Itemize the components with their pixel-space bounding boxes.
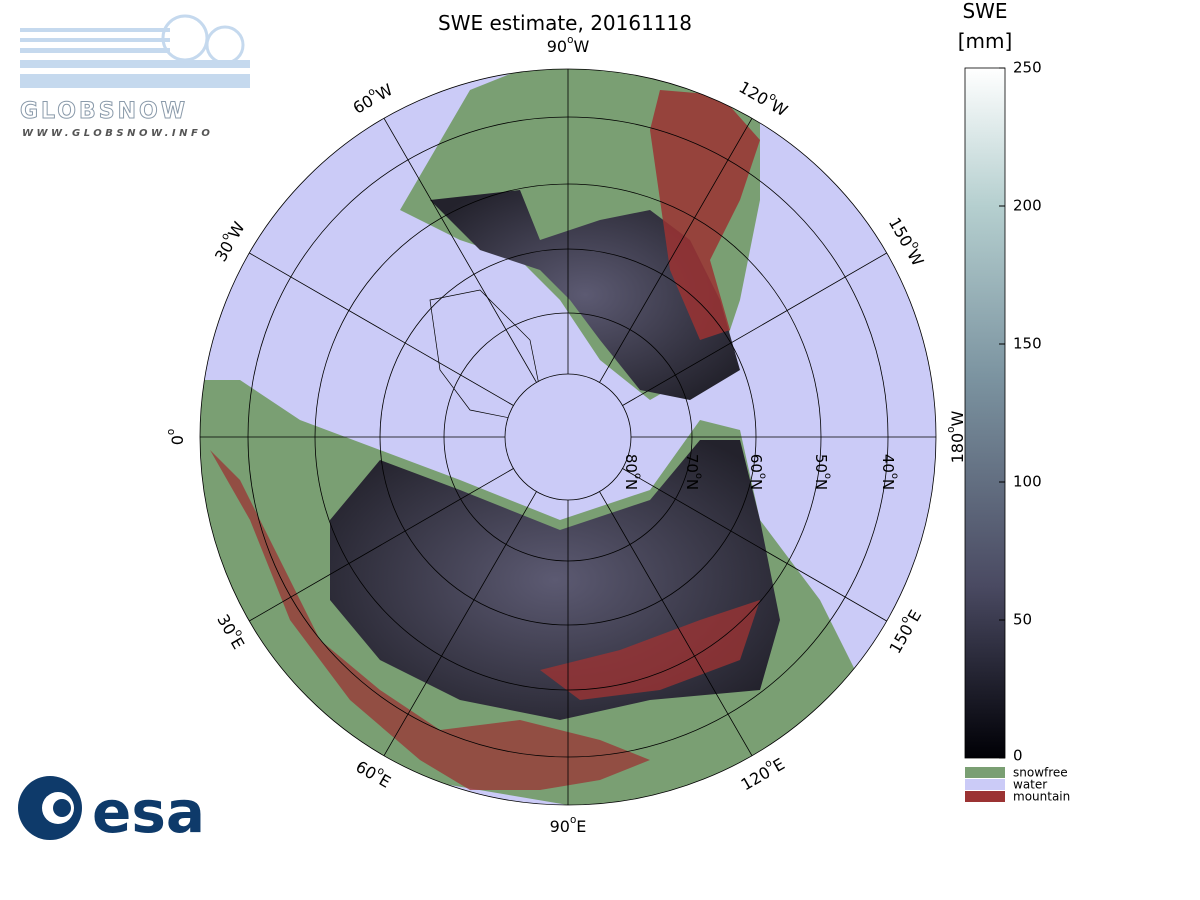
degree-mark: o: [889, 473, 900, 479]
graticule-label: 150oW: [885, 213, 930, 270]
degree-mark: o: [757, 473, 768, 479]
degree-value: 40: [880, 454, 898, 473]
hemisphere: W: [372, 79, 395, 103]
legend-swatch: [965, 779, 1005, 790]
meridian: [599, 118, 753, 383]
hemisphere: N: [623, 479, 641, 490]
degree-value: 30: [211, 238, 238, 265]
graticule-label: 70oN: [684, 454, 705, 490]
degree-mark: o: [898, 614, 912, 626]
graticule-label: 50oN: [813, 454, 834, 490]
graticule-label: 180oW: [945, 410, 967, 463]
hemisphere: N: [880, 479, 898, 490]
graticule-label: 90oE: [550, 814, 587, 836]
degree-mark: o: [232, 627, 246, 639]
graticule-label: 60oE: [353, 754, 396, 791]
colorbar-tick-label: 250: [1013, 59, 1042, 77]
map-title: SWE estimate, 20161118: [438, 11, 692, 35]
hemisphere: E: [576, 817, 586, 836]
meridian: [383, 118, 537, 383]
mountain: [540, 600, 760, 700]
colorbar-tick-label: 0: [1013, 747, 1023, 765]
graticule-label: 40oN: [880, 454, 901, 490]
meridian: [622, 468, 887, 622]
meridian: [249, 252, 514, 406]
graticule-label: 120oW: [736, 75, 793, 120]
globsnow-logo: GLOBSNOW WWW.GLOBSNOW.INFO: [20, 14, 250, 139]
colorbar-tick-label: 150: [1013, 335, 1042, 353]
graticule-label: 60oW: [348, 77, 396, 117]
legend-label: snowfree: [1013, 766, 1068, 780]
degree-mark: o: [945, 426, 957, 432]
legend-label: mountain: [1013, 790, 1070, 804]
meridian: [599, 491, 753, 756]
degree-mark: o: [570, 814, 576, 826]
hemisphere: W: [904, 246, 928, 269]
degree-value: 60: [353, 756, 380, 783]
colorbar-tick-label: 50: [1013, 611, 1032, 629]
esa-text: esa: [92, 778, 205, 846]
degree-mark: o: [632, 473, 643, 479]
degree-value: 150: [885, 621, 917, 657]
colorbar: [964, 67, 1006, 759]
mountain: [210, 450, 650, 790]
degree-mark: o: [822, 473, 833, 479]
meridian: [622, 252, 887, 406]
legend-label: water: [1013, 778, 1047, 792]
graticule: [199, 68, 937, 806]
hemisphere: E: [227, 634, 249, 652]
esa-logo: esa: [18, 776, 205, 846]
degree-value: 80: [623, 454, 641, 473]
degree-mark: o: [693, 473, 704, 479]
graticule-label: 30oE: [214, 610, 251, 653]
graticule-label: 80oN: [623, 454, 644, 490]
degree-value: 60: [748, 454, 766, 473]
degree-value: 90: [547, 37, 567, 56]
degree-mark: o: [909, 239, 923, 251]
graticule-label: 90oW: [547, 34, 590, 56]
degree-mark: o: [375, 764, 387, 778]
graticule-label: 60oN: [748, 454, 769, 490]
globsnow-text: GLOBSNOW: [20, 99, 188, 124]
degree-value: 70: [684, 454, 702, 473]
hemisphere: E: [769, 754, 787, 776]
hemisphere: W: [573, 37, 589, 56]
degree-value: 90: [550, 817, 570, 836]
graticule-label: 0o: [165, 429, 187, 446]
hemisphere: N: [684, 479, 702, 490]
meridian: [249, 468, 514, 622]
colorbar-tick-label: 100: [1013, 473, 1042, 491]
snow: [430, 190, 740, 400]
colorbar-unit: [mm]: [958, 29, 1013, 53]
meridian: [383, 491, 537, 756]
colorbar-tick-label: 200: [1013, 197, 1042, 215]
degree-value: 0: [168, 435, 187, 445]
degree-mark: o: [165, 429, 177, 435]
degree-mark: o: [567, 34, 573, 46]
hemisphere: W: [948, 410, 967, 426]
hemisphere: N: [813, 479, 831, 490]
degree-value: 50: [813, 454, 831, 473]
legend-swatch: [965, 767, 1005, 778]
legend-swatch: [965, 791, 1005, 802]
degree-mark: o: [366, 85, 378, 99]
graticule-label: 30oW: [208, 217, 248, 265]
degree-mark: o: [767, 90, 779, 104]
water: [505, 374, 631, 500]
degree-value: 120: [736, 77, 772, 109]
globsnow-url: WWW.GLOBSNOW.INFO: [22, 128, 213, 139]
degree-mark: o: [219, 231, 233, 243]
degree-value: 180: [948, 433, 967, 464]
hemisphere: N: [748, 479, 766, 490]
degree-mark: o: [763, 757, 775, 771]
colorbar-title: SWE: [962, 0, 1007, 23]
